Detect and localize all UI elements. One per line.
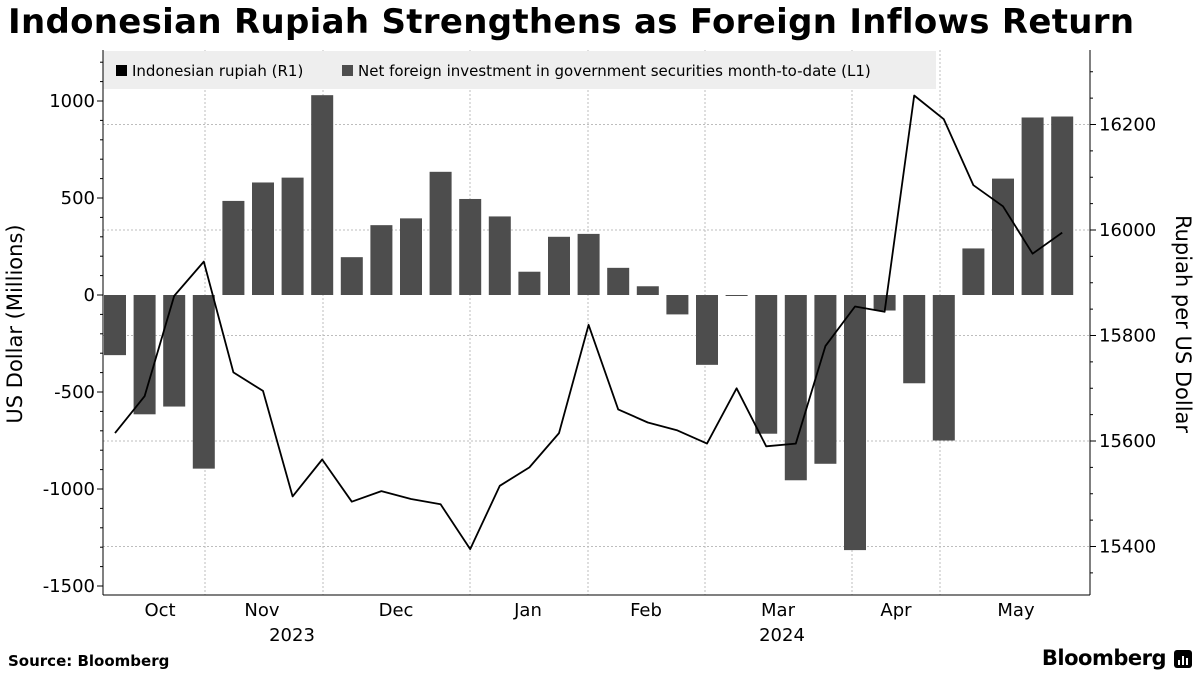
x-month-label-dec: Dec [379,600,414,621]
legend-label-investment: Net foreign investment in government sec… [358,62,871,80]
bar-2 [163,295,186,407]
legend-background [103,51,936,89]
bar-12 [459,198,482,295]
legend: Indonesian rupiah (R1) Net foreign inves… [103,51,936,89]
bar-22 [755,295,778,434]
chart-title: Indonesian Rupiah Strengthens as Foreign… [8,2,1135,42]
bar-13 [488,216,511,295]
bar-15 [548,236,570,295]
bar-20 [696,295,718,365]
bar-5 [252,182,274,295]
right-tick-label-0: 16200 [1099,115,1156,136]
bar-18 [636,286,659,295]
brand-logo-text: Bloomberg [1041,646,1167,670]
bar-25 [844,295,866,551]
bar-24 [814,295,837,464]
bar-27 [903,295,926,384]
legend-label-rupiah: Indonesian rupiah (R1) [132,62,303,80]
bar-32 [1051,116,1074,296]
bar-3 [192,295,215,469]
left-tick-label-2: 0 [84,285,95,306]
left-tick-label-3: -500 [54,382,95,403]
bar-1 [133,295,156,415]
bloomberg-terminal-icon [1174,650,1192,668]
bar-31 [1021,117,1044,296]
bar-16 [577,233,600,295]
bar-14 [518,271,541,295]
x-month-label-may: May [997,600,1035,621]
right-tick-label-1: 16000 [1099,220,1156,241]
x-year-label-2023: 2023 [269,625,315,646]
axes: 1000 500 0 -500 -1000 -1500 16200 16000 15800 156… [43,50,1156,646]
x-month-label-mar: Mar [761,600,796,621]
left-tick-label-1: 500 [61,188,95,209]
x-month-label-nov: Nov [244,600,279,621]
source-note: Source: Bloomberg [8,652,170,670]
bar-19 [666,295,689,315]
bar-17 [607,267,630,295]
x-month-label-jan: Jan [513,600,542,621]
x-year-label-2024: 2024 [759,625,805,646]
x-month-label-feb: Feb [630,600,662,621]
right-tick-label-2: 15800 [1099,326,1156,347]
bar-6 [281,177,304,295]
legend-swatch-investment [342,65,353,76]
legend-swatch-rupiah [116,65,127,76]
x-month-label-oct: Oct [144,600,175,621]
right-axis-title: Rupiah per US Dollar [1171,215,1195,433]
bar-23 [784,295,807,481]
right-tick-label-4: 15400 [1099,537,1156,558]
left-tick-label-0: 1000 [49,91,95,112]
bar-series [104,95,1074,551]
line-series [114,94,1063,550]
left-tick-label-4: -1000 [43,479,95,500]
bar-9 [370,225,393,295]
bar-8 [340,257,363,295]
right-tick-label-3: 15600 [1099,431,1156,452]
bar-4 [222,200,245,295]
bar-30 [992,178,1014,295]
bar-26 [873,295,896,311]
bar-11 [429,171,452,295]
bar-29 [962,248,985,295]
bar-7 [311,95,334,296]
bar-0 [104,295,126,356]
left-tick-label-5: -1500 [43,576,95,597]
bar-28 [932,295,955,441]
bar-21 [725,295,748,296]
x-month-label-apr: Apr [880,600,912,621]
rupiah-line [114,94,1063,550]
bar-10 [400,218,422,295]
left-axis-title: US Dollar (Millions) [3,224,27,423]
